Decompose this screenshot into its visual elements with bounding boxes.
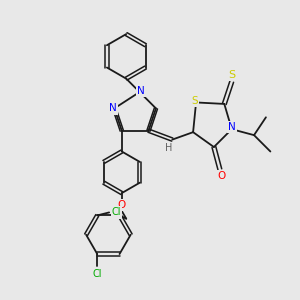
Text: N: N <box>137 85 145 96</box>
Text: S: S <box>191 96 198 106</box>
Text: S: S <box>228 70 235 80</box>
Text: N: N <box>228 122 236 132</box>
Text: H: H <box>165 143 172 153</box>
Text: O: O <box>217 171 226 181</box>
Text: N: N <box>109 103 117 113</box>
Text: Cl: Cl <box>92 269 102 279</box>
Text: O: O <box>118 200 126 210</box>
Text: Cl: Cl <box>112 207 121 218</box>
